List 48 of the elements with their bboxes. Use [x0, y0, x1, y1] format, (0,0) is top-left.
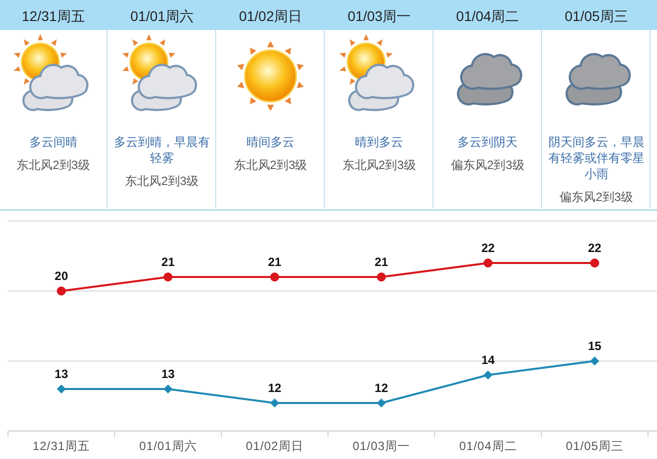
- category-label: 01/05周三: [566, 439, 624, 453]
- data-label: 13: [161, 367, 175, 381]
- text: 偏东风2到3级: [558, 189, 634, 205]
- point: [56, 384, 66, 394]
- text: 东北风2到3级: [124, 173, 200, 189]
- point: [484, 370, 492, 380]
- point: [270, 272, 280, 282]
- category-label: 01/02周日: [246, 439, 304, 453]
- point: [484, 258, 492, 268]
- text: 多云到晴，早晨有轻雾: [112, 134, 211, 166]
- point: [590, 356, 600, 366]
- point: [164, 272, 172, 282]
- data-label: 13: [54, 367, 68, 381]
- data-label: 15: [588, 339, 602, 353]
- point: [164, 384, 172, 394]
- data-label: 14: [481, 353, 495, 367]
- text: 晴间多云: [246, 134, 296, 150]
- point: [590, 258, 600, 268]
- data-label: 20: [54, 269, 68, 283]
- point: [376, 398, 386, 408]
- text: 东北风2到3级: [232, 157, 308, 173]
- x-tick-label: 01/05周三: [564, 8, 628, 24]
- x-tick-label: 12/31周五: [22, 8, 85, 24]
- text: 阴天间多云，早晨有轻雾或伴有零星小雨: [547, 134, 646, 182]
- category-label: 01/01周六: [139, 439, 197, 453]
- x-tick-label: 01/01周六: [130, 8, 194, 24]
- point: [270, 398, 280, 408]
- data-label: 22: [588, 241, 602, 255]
- category-label: 01/04周二: [459, 439, 517, 453]
- text: 偏东风2到3级: [450, 157, 526, 173]
- data-label: 21: [268, 255, 282, 269]
- data-label: 21: [161, 255, 175, 269]
- text: 晴到多云: [354, 134, 404, 150]
- point: [376, 272, 386, 282]
- data-label: 22: [481, 241, 495, 255]
- point: [56, 286, 66, 296]
- category-label: 01/03周一: [352, 439, 410, 453]
- x-tick-label: 01/04周二: [456, 8, 520, 24]
- data-label: 12: [268, 381, 282, 395]
- x-tick-label: 01/03周一: [348, 8, 411, 24]
- text: 东北风2到3级: [341, 157, 417, 173]
- data-label: 12: [374, 381, 388, 395]
- text: 东北风2到3级: [16, 157, 91, 173]
- text: 多云到阴天: [456, 134, 519, 150]
- text: 多云间晴: [28, 134, 78, 150]
- category-label: 12/31周五: [32, 439, 90, 453]
- x-tick-label: 01/02周日: [238, 8, 302, 24]
- data-label: 21: [374, 255, 388, 269]
